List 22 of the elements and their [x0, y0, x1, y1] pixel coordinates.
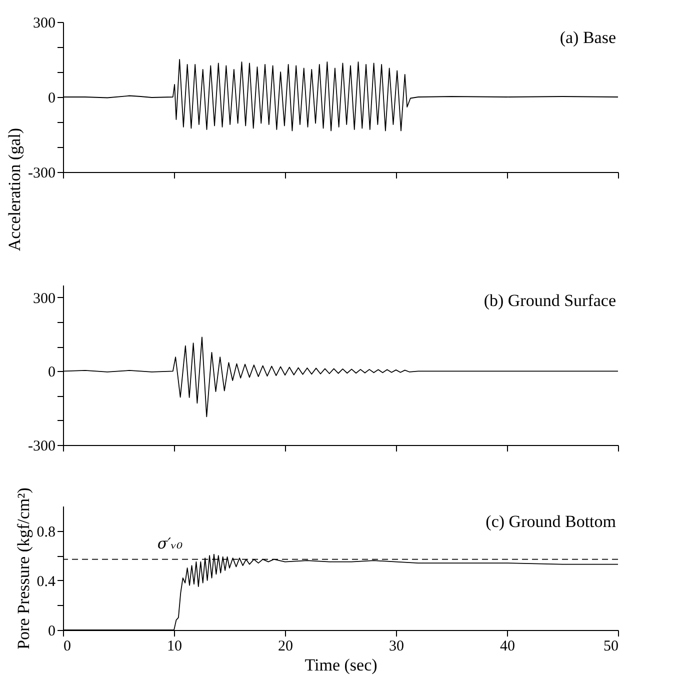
- y-tick-label: 0: [48, 364, 56, 381]
- y-tick-label: -300: [28, 438, 56, 454]
- y-tick-label: 0: [48, 90, 56, 106]
- x-tick-label: 0: [64, 638, 71, 654]
- y-tick-label: 0.4: [36, 574, 56, 590]
- x-tick-label: 20: [278, 638, 293, 654]
- y-tick-label: 300: [33, 290, 56, 307]
- x-tick-label: 30: [389, 638, 404, 654]
- y-axis-title: Pore Pressure (kgf/cm²): [14, 488, 33, 650]
- ref-line-label: σ′ᵥ₀: [157, 534, 183, 552]
- x-tick-label: 50: [604, 638, 618, 654]
- y-tick-label: 0: [48, 624, 56, 640]
- x-tick-label: 40: [500, 638, 515, 654]
- chart-title: (c) Ground Bottom: [486, 512, 616, 531]
- y-axis-title: Acceleration (gal): [5, 128, 24, 252]
- chart-title: (a) Base: [560, 28, 616, 47]
- y-tick-label: 300: [33, 16, 56, 32]
- y-tick-label: -300: [28, 166, 56, 182]
- chart-title: (b) Ground Surface: [484, 291, 616, 310]
- y-tick-label: 0.8: [36, 524, 56, 540]
- x-tick-label: 10: [167, 638, 182, 654]
- x-axis-title: Time (sec): [304, 656, 378, 674]
